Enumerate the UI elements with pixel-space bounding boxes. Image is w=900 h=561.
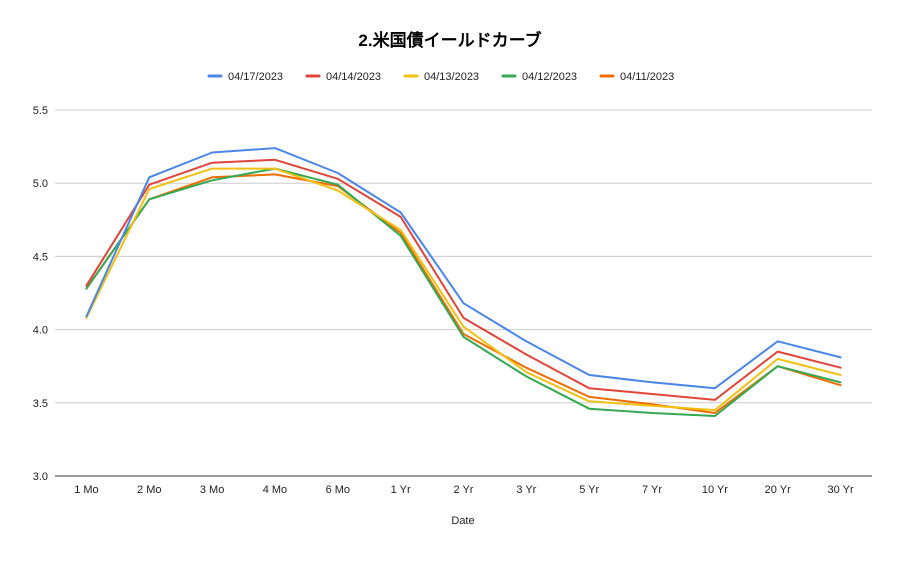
y-tick-label: 5.5 <box>33 105 48 117</box>
grid-lines <box>55 109 872 477</box>
x-tick-label: 1 Yr <box>391 484 411 496</box>
x-tick-label: 5 Yr <box>579 484 599 496</box>
series-line-04-13-2023 <box>85 167 842 412</box>
legend-item: 04/13/2023 <box>403 71 479 83</box>
x-axis-label: Date <box>451 515 474 527</box>
y-tick-label: 4.0 <box>33 325 48 337</box>
legend-label: 04/14/2023 <box>326 71 381 83</box>
legend-label: 04/11/2023 <box>620 71 674 83</box>
legend-item: 04/14/2023 <box>305 71 381 83</box>
legend-label: 04/17/2023 <box>228 71 283 83</box>
y-tick-label: 3.5 <box>33 398 48 410</box>
x-tick-label: 3 Mo <box>200 484 224 496</box>
legend-item: 04/17/2023 <box>207 71 283 83</box>
legend: 04/17/2023 04/14/2023 04/13/2023 04/12/2023… <box>207 71 674 83</box>
series-lines <box>85 147 842 417</box>
legend-item: 04/12/2023 <box>501 71 577 83</box>
x-tick-label: 30 Yr <box>828 484 854 496</box>
x-tick-label: 4 Mo <box>263 484 287 496</box>
y-axis: 3.0 3.5 4.0 4.5 5.0 5.5 <box>33 105 48 483</box>
chart-title: 2.米国債イールドカーブ <box>358 30 541 50</box>
x-axis: 1 Mo 2 Mo 3 Mo 4 Mo 6 Mo 1 Yr 2 Yr 3 Yr 5 Yr 7 Yr… <box>74 484 854 496</box>
y-tick-label: 5.0 <box>33 178 48 190</box>
x-tick-label: 20 Yr <box>765 484 791 496</box>
series-line-04-17-2023 <box>85 147 842 390</box>
y-tick-label: 4.5 <box>33 251 48 263</box>
y-tick-label: 3.0 <box>33 471 48 483</box>
legend-item: 04/11/2023 <box>599 71 674 83</box>
x-tick-label: 3 Yr <box>516 484 536 496</box>
legend-label: 04/12/2023 <box>522 71 577 83</box>
x-tick-label: 1 Mo <box>74 484 98 496</box>
series-line-04-12-2023 <box>85 167 842 417</box>
series-line-04-11-2023 <box>85 173 842 414</box>
series-line-04-14-2023 <box>85 158 842 401</box>
legend-label: 04/13/2023 <box>424 71 479 83</box>
x-tick-label: 6 Mo <box>326 484 350 496</box>
x-tick-label: 10 Yr <box>702 484 728 496</box>
x-tick-label: 7 Yr <box>642 484 662 496</box>
x-tick-label: 2 Yr <box>454 484 474 496</box>
x-tick-label: 2 Mo <box>137 484 161 496</box>
